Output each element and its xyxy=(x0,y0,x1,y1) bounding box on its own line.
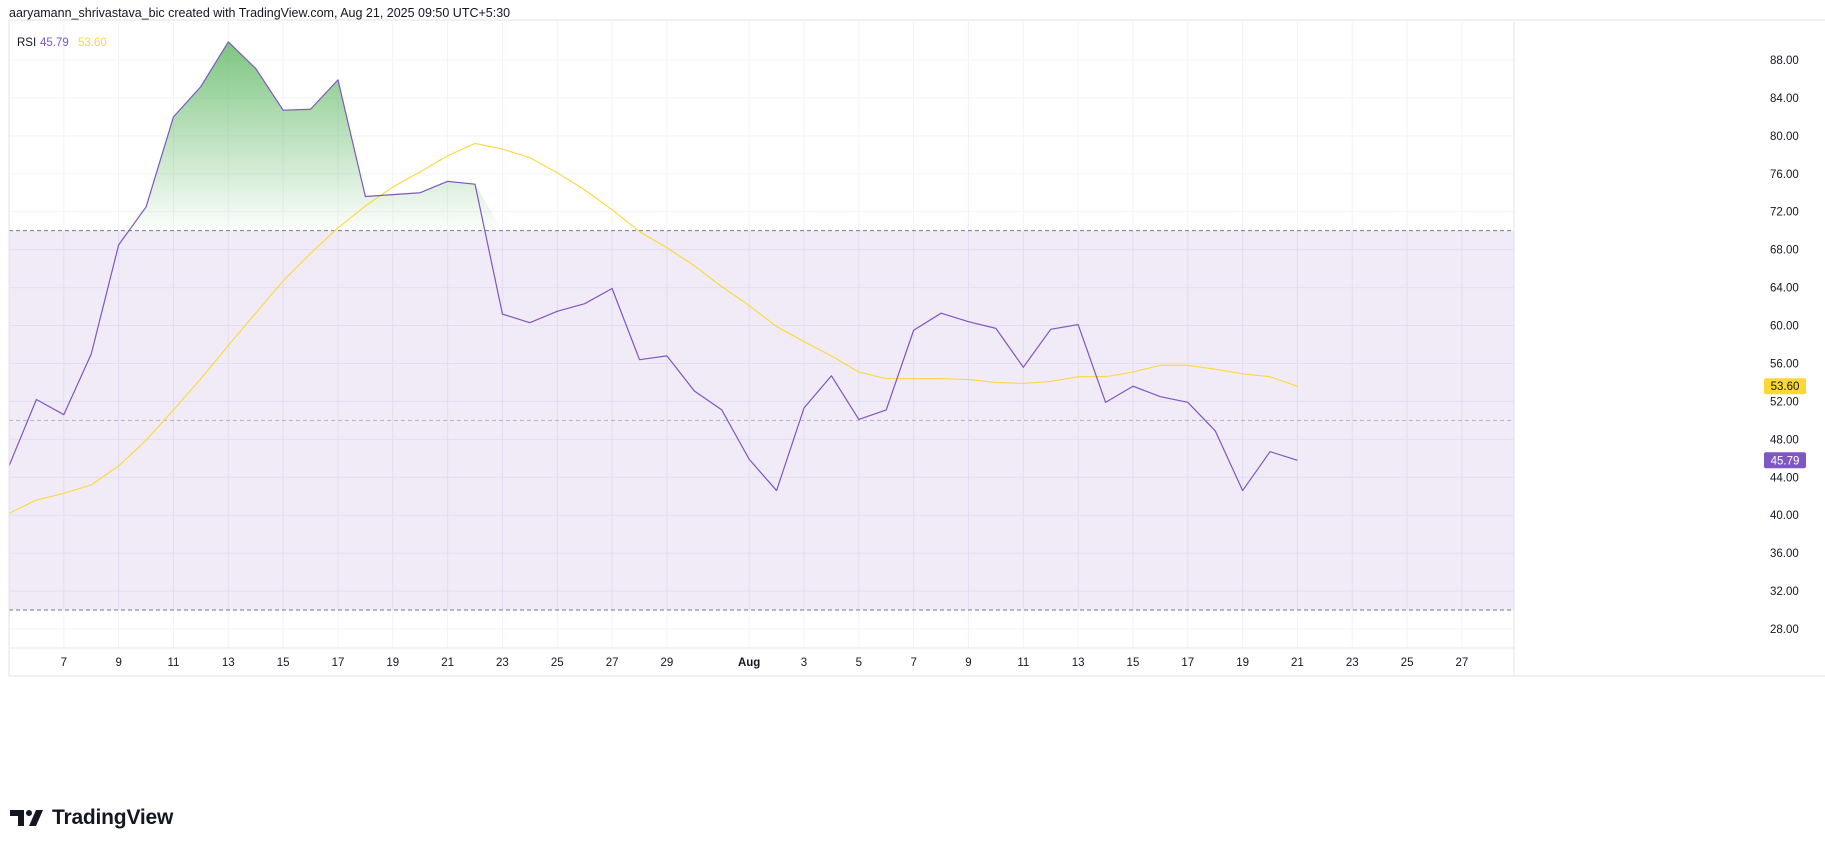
x-tick-label: 19 xyxy=(386,657,399,669)
x-tick-label: 25 xyxy=(1401,657,1414,669)
x-tick-label: 29 xyxy=(661,657,674,669)
x-tick-label: 11 xyxy=(1017,657,1029,669)
legend-rsi-value: 45.79 xyxy=(40,37,69,49)
x-tick-label: 21 xyxy=(1291,657,1304,669)
price-labels: 53.60 45.79 xyxy=(1764,378,1806,469)
x-tick-label: 11 xyxy=(168,657,180,669)
x-tick-label: 23 xyxy=(1346,657,1359,669)
y-tick-label: 36.00 xyxy=(1770,548,1799,560)
price-label-bg xyxy=(1764,378,1806,395)
x-tick-label: 15 xyxy=(277,657,290,669)
legend[interactable]: RSI 45.79 53.60 xyxy=(17,37,107,49)
y-tick-label: 72.00 xyxy=(1770,207,1799,219)
x-tick-label: 9 xyxy=(965,657,971,669)
x-tick-label: 19 xyxy=(1236,657,1249,669)
x-tick-label: 7 xyxy=(910,657,916,669)
rsi-ma-line xyxy=(9,142,1298,514)
y-tick-label: 60.00 xyxy=(1770,321,1799,333)
legend-ma-value: 53.60 xyxy=(78,37,107,49)
y-tick-label: 68.00 xyxy=(1770,245,1799,257)
tradingview-logo[interactable]: TradingView xyxy=(10,804,173,832)
y-tick-label: 64.00 xyxy=(1770,283,1799,295)
y-tick-label: 80.00 xyxy=(1770,131,1799,143)
y-tick-label: 32.00 xyxy=(1770,586,1799,598)
rsi-line xyxy=(9,41,1298,492)
legend-label: RSI xyxy=(17,37,36,49)
overbought-area xyxy=(9,41,1298,231)
rsi-bands xyxy=(9,230,1514,611)
y-axis[interactable]: 88.00 84.00 80.00 76.00 72.00 68.00 64.00 60.00… xyxy=(1770,55,1799,636)
x-tick-label: 17 xyxy=(332,657,345,669)
x-tick-label: 3 xyxy=(801,657,807,669)
y-tick-label: 84.00 xyxy=(1770,93,1799,105)
x-tick-label: 13 xyxy=(222,657,235,669)
price-label: 45.79 xyxy=(1771,455,1800,467)
frame xyxy=(8,19,1825,677)
price-label-bg xyxy=(1764,452,1806,469)
y-tick-label: 52.00 xyxy=(1770,396,1799,408)
y-tick-label: 48.00 xyxy=(1770,434,1799,446)
x-tick-label: 21 xyxy=(441,657,454,669)
x-tick-label: 5 xyxy=(856,657,862,669)
tradingview-logo-icon xyxy=(10,810,43,826)
tradingview-wordmark: TradingView xyxy=(52,806,174,829)
x-tick-label: 27 xyxy=(1456,657,1469,669)
x-tick-label: 23 xyxy=(496,657,509,669)
x-tick-label: 25 xyxy=(551,657,564,669)
y-tick-label: 44.00 xyxy=(1770,472,1799,484)
x-tick-label: 7 xyxy=(61,657,67,669)
chart-attribution: aaryamann_shrivastava_bic created with T… xyxy=(9,6,511,20)
x-tick-label: 27 xyxy=(606,657,619,669)
y-tick-label: 28.00 xyxy=(1770,624,1799,636)
y-tick-label: 88.00 xyxy=(1770,55,1799,67)
x-tick-label: 17 xyxy=(1181,657,1194,669)
y-tick-label: 40.00 xyxy=(1770,510,1799,522)
price-label: 53.60 xyxy=(1771,381,1800,393)
x-tick-label: 9 xyxy=(115,657,121,669)
series-layer xyxy=(9,41,1298,514)
x-tick-label: 13 xyxy=(1072,657,1085,669)
x-tick-label: Aug xyxy=(738,657,760,669)
x-axis[interactable]: 7 9 11 13 15 17 19 21 23 25 27 29 Aug 3 5 7 9 11 13 15 17 19 2… xyxy=(61,657,1469,669)
y-tick-label: 76.00 xyxy=(1770,169,1799,181)
overbought-fill xyxy=(9,41,1298,231)
y-tick-label: 56.00 xyxy=(1770,358,1799,370)
x-tick-label: 15 xyxy=(1127,657,1140,669)
